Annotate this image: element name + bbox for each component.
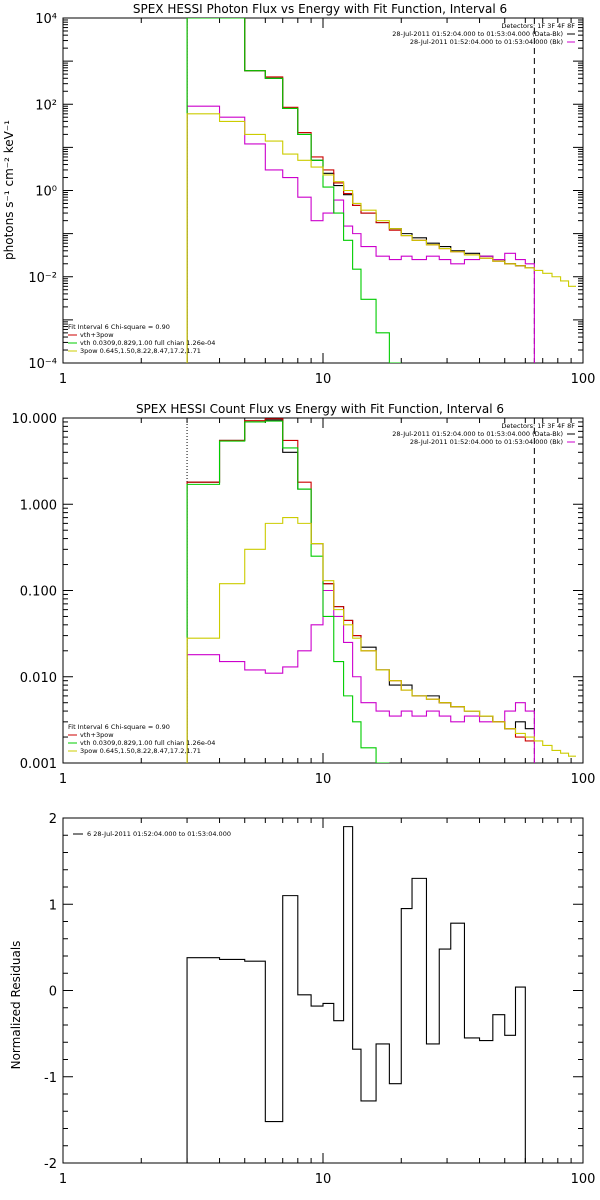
- x-tick-label: 100: [571, 372, 596, 387]
- chart-title: SPEX HESSI Photon Flux vs Energy with Fi…: [133, 2, 507, 16]
- y-tick-label: -1: [44, 1071, 57, 1086]
- legend-header: Detectors: 1F 3F 4F 8F: [501, 422, 575, 430]
- y-axis-label: Normalized Residuals: [9, 941, 23, 1070]
- series-line-3: [186, 420, 390, 763]
- fit-info-text: vth+3pow: [80, 331, 114, 339]
- fit-info-text: Fit Interval 6 Chi-square = 0.90: [68, 323, 170, 331]
- y-tick-label: 0.010: [20, 671, 57, 686]
- fit-info-text: vth 0.0309,0.829,1.00 full chian 1.26e-0…: [80, 739, 215, 747]
- y-tick-label: 1.000: [20, 498, 57, 513]
- legend-header: Detectors: 1F 3F 4F 8F: [501, 22, 575, 30]
- x-tick-label: 1: [59, 772, 67, 787]
- plot-area: 1 10 100 10⁻⁴ 10⁻² 10⁰ 10² 10⁴ Detectors: 1F 3F …: [28, 12, 595, 387]
- series-line-4: [186, 517, 577, 763]
- series-line-4: [186, 113, 577, 363]
- legend-entry: 28-Jul-2011 01:52:04.000 to 01:53:04.000…: [392, 430, 563, 438]
- series-line-1: [186, 589, 535, 763]
- legend-entry: 6 28-Jul-2011 01:52:04.000 to 01:53:04.0…: [87, 830, 231, 838]
- x-tick-label: 10: [315, 1172, 332, 1187]
- y-tick-label: 10⁻⁴: [28, 357, 57, 372]
- x-tick-label: 10: [315, 772, 332, 787]
- legend-entry: 28-Jul-2011 01:52:04.000 to 01:53:04.000…: [410, 438, 563, 446]
- legend-entry: 28-Jul-2011 01:52:04.000 to 01:53:04.000…: [392, 30, 563, 38]
- y-tick-label: 0.001: [20, 757, 57, 772]
- panel-residuals: Normalized Residuals 1 10 100 -2 -1 0 1 2 6 28-J…: [9, 812, 595, 1187]
- plot-area: 1 10 100 -2 -1 0 1 2 6 28-Jul-2011 01:52:04.000 …: [44, 812, 595, 1187]
- panel-count-flux: SPEX HESSI Count Flux vs Energy with Fit…: [12, 402, 596, 787]
- y-tick-label: -2: [44, 1157, 57, 1172]
- x-tick-label: 100: [571, 1172, 596, 1187]
- plot-area: 1 10 100 0.001 0.010 0.100 1.000 10.000 Detector…: [12, 412, 596, 787]
- fit-info-text: 3pow 0.645,1.50,8.22,8.47,17.2,1.71: [80, 347, 201, 355]
- legend-entry: 28-Jul-2011 01:52:04.000 to 01:53:04.000…: [410, 38, 563, 46]
- fit-info-text: vth 0.0309,0.829,1.00 full chian 1.26e-0…: [80, 339, 215, 347]
- chart-title: SPEX HESSI Count Flux vs Energy with Fit…: [136, 402, 504, 416]
- series-line-0: [186, 826, 535, 1163]
- y-tick-label: 2: [49, 812, 57, 827]
- x-tick-label: 1: [59, 372, 67, 387]
- fit-info-text: vth+3pow: [80, 731, 114, 739]
- y-tick-label: 10²: [35, 98, 57, 113]
- y-tick-label: 1: [49, 898, 57, 913]
- x-tick-label: 1: [59, 1172, 67, 1187]
- x-tick-label: 10: [315, 372, 332, 387]
- fit-info-text: Fit Interval 6 Chi-square = 0.90: [68, 723, 170, 731]
- y-tick-label: 10⁴: [35, 12, 57, 27]
- y-tick-label: 0: [49, 985, 57, 1000]
- y-tick-label: 0.100: [20, 585, 57, 600]
- fit-info-text: 3pow 0.645,1.50,8.22,8.47,17.2,1.71: [80, 747, 201, 755]
- y-tick-label: 10⁰: [35, 185, 57, 200]
- y-axis-label: photons s⁻¹ cm⁻² keV⁻¹: [2, 120, 16, 260]
- panel-photon-flux: SPEX HESSI Photon Flux vs Energy with Fi…: [2, 2, 595, 387]
- x-tick-label: 100: [571, 772, 596, 787]
- y-tick-label: 10.000: [12, 412, 58, 427]
- y-tick-label: 10⁻²: [28, 271, 57, 286]
